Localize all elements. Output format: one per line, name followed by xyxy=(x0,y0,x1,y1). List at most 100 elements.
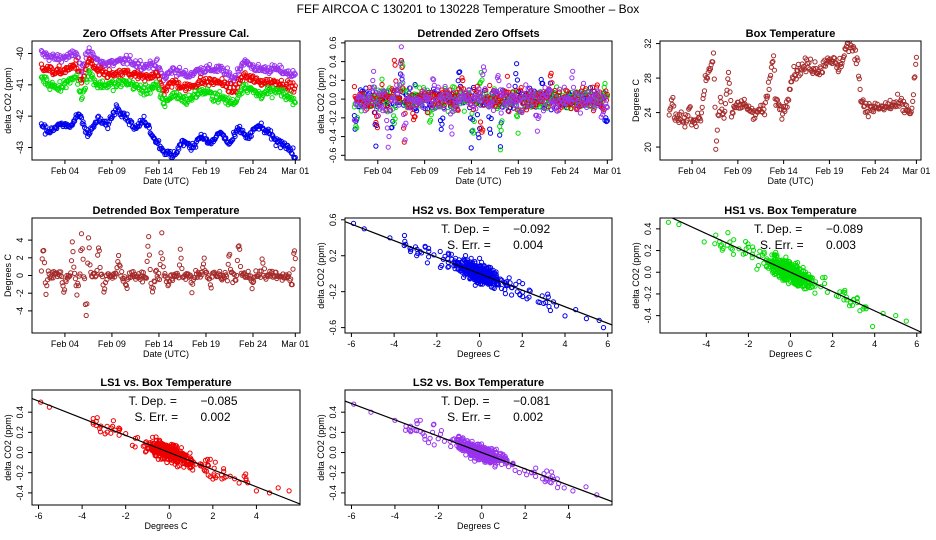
data-point-ls2 xyxy=(496,77,502,84)
data-point-hs2 xyxy=(505,108,511,114)
data-point-ls2 xyxy=(387,107,394,114)
data-point-box xyxy=(50,275,56,281)
x-tick-label: Feb 04 xyxy=(678,166,706,176)
data-point-box xyxy=(158,250,164,256)
data-point-hs1 xyxy=(99,78,106,84)
data-point xyxy=(164,443,170,449)
data-point xyxy=(463,452,469,458)
data-point-hs2 xyxy=(456,69,462,76)
y-tick-label: 0.2 xyxy=(328,74,338,87)
x-tick-label: Feb 14 xyxy=(145,166,173,176)
data-point-box xyxy=(68,258,75,264)
data-point xyxy=(745,244,751,250)
data-point-hs1 xyxy=(354,125,360,131)
data-point-ls2 xyxy=(534,128,541,134)
data-point-ls2 xyxy=(374,98,380,104)
data-point-box xyxy=(765,79,772,85)
x-tick-label: Mar 01 xyxy=(281,339,309,349)
data-point-hs1 xyxy=(427,117,434,123)
data-point-ls2 xyxy=(369,85,375,91)
data-point-ls1 xyxy=(557,89,563,95)
data-point-box xyxy=(75,283,82,289)
data-point-hs2 xyxy=(81,122,87,128)
data-point xyxy=(761,251,767,257)
data-point-hs1 xyxy=(162,103,168,110)
data-point xyxy=(477,264,483,270)
x-tick-label: 2 xyxy=(520,339,525,349)
data-point-hs1 xyxy=(63,85,69,91)
data-point-ls1 xyxy=(474,83,480,89)
data-point-hs1 xyxy=(74,72,80,78)
x-axis-label: Date (UTC) xyxy=(143,349,189,359)
data-point xyxy=(461,274,467,280)
data-point-hs1 xyxy=(515,130,521,136)
data-point-hs1 xyxy=(92,77,98,83)
y-tick-label: -0.2 xyxy=(328,110,338,126)
data-point-box xyxy=(160,264,166,270)
data-point-box xyxy=(58,269,64,275)
data-point-outlier xyxy=(402,238,408,244)
data-point-ls2 xyxy=(527,103,533,109)
data-point xyxy=(201,467,207,473)
data-point-hs2 xyxy=(474,112,480,118)
data-point-box xyxy=(768,72,774,79)
data-point-ls1 xyxy=(379,81,385,88)
data-point-box xyxy=(685,113,691,119)
data-point-hs1 xyxy=(160,95,166,101)
data-point-box xyxy=(831,55,838,61)
data-point-box xyxy=(86,245,92,251)
data-point-box xyxy=(152,279,158,285)
data-point-ls2 xyxy=(392,99,398,105)
plot-frame xyxy=(344,217,613,334)
data-point-box xyxy=(247,275,253,281)
data-point-box xyxy=(160,256,166,262)
series-box-temperature xyxy=(666,41,920,152)
data-point-box xyxy=(752,115,758,121)
plot-frame xyxy=(31,389,301,506)
data-point-ls1 xyxy=(48,64,54,70)
data-point xyxy=(211,471,217,477)
x-tick-label: Feb 14 xyxy=(145,339,173,349)
data-point-hs1 xyxy=(393,104,399,111)
data-point-box xyxy=(112,270,119,276)
data-point-ls2 xyxy=(498,110,504,116)
data-point-ls2 xyxy=(540,108,547,114)
data-point-box xyxy=(784,104,790,110)
data-point-ls1 xyxy=(291,86,298,92)
data-point-box xyxy=(777,103,784,109)
data-point-ls2 xyxy=(224,65,230,71)
x-tick-label: Feb 14 xyxy=(457,166,485,176)
x-axis-label: Degrees C xyxy=(457,349,501,359)
data-point-hs2 xyxy=(271,136,278,142)
data-point-hs1 xyxy=(384,99,390,106)
data-point-hs1 xyxy=(215,99,221,105)
data-point-box xyxy=(682,124,688,130)
data-point xyxy=(446,251,452,258)
data-point-box xyxy=(41,247,47,254)
data-point xyxy=(221,466,227,472)
data-point-ls1 xyxy=(209,77,215,83)
data-point-ls2 xyxy=(445,98,451,104)
data-point-ls2 xyxy=(596,99,602,106)
data-point-box xyxy=(701,88,708,94)
x-tick-label: Feb 09 xyxy=(724,166,752,176)
data-point-outlier xyxy=(701,239,707,245)
data-point-box xyxy=(839,60,845,67)
data-point-box xyxy=(119,269,125,275)
data-point-ls2 xyxy=(532,93,538,99)
data-point xyxy=(713,232,719,238)
data-point-box xyxy=(912,74,918,80)
x-axis-label: Date (UTC) xyxy=(143,176,189,186)
data-point xyxy=(477,255,483,261)
panel-title: Box Temperature xyxy=(746,28,836,40)
data-point-outlier xyxy=(110,423,116,429)
data-point xyxy=(202,457,209,463)
data-point-hs1 xyxy=(498,127,504,134)
data-point-hs2 xyxy=(229,137,235,143)
data-point-box xyxy=(79,246,85,252)
data-point-box xyxy=(225,261,231,267)
data-point-box xyxy=(234,272,240,279)
data-point-ls1 xyxy=(517,87,524,93)
